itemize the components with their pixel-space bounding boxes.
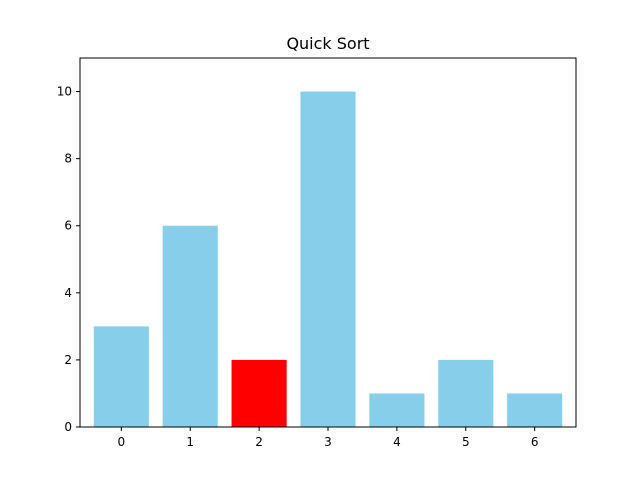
y-tick-label: 2 [64,353,72,367]
y-tick-label: 0 [64,420,72,434]
x-tick-label: 5 [462,435,470,449]
bar [162,225,218,427]
y-tick-label: 10 [57,85,72,99]
x-tick-label: 1 [186,435,194,449]
x-axis: 0 1 2 3 4 5 6 [118,427,539,449]
y-tick-label: 6 [64,219,72,233]
plot-frame [79,57,577,428]
x-tick-label: 3 [324,435,332,449]
x-tick-label: 6 [531,435,539,449]
y-axis: 0 2 4 6 8 10 [57,85,80,434]
y-tick-label: 8 [64,152,72,166]
chart-title: Quick Sort [286,34,369,53]
bar [507,393,563,427]
bar [438,359,494,427]
bar [369,393,425,427]
bars-group [93,91,563,427]
y-tick-label: 4 [64,286,72,300]
x-tick-label: 0 [118,435,126,449]
bar [93,326,149,427]
bar [300,91,356,427]
bar-highlighted [231,359,287,427]
x-tick-label: 4 [393,435,401,449]
x-tick-label: 2 [255,435,263,449]
